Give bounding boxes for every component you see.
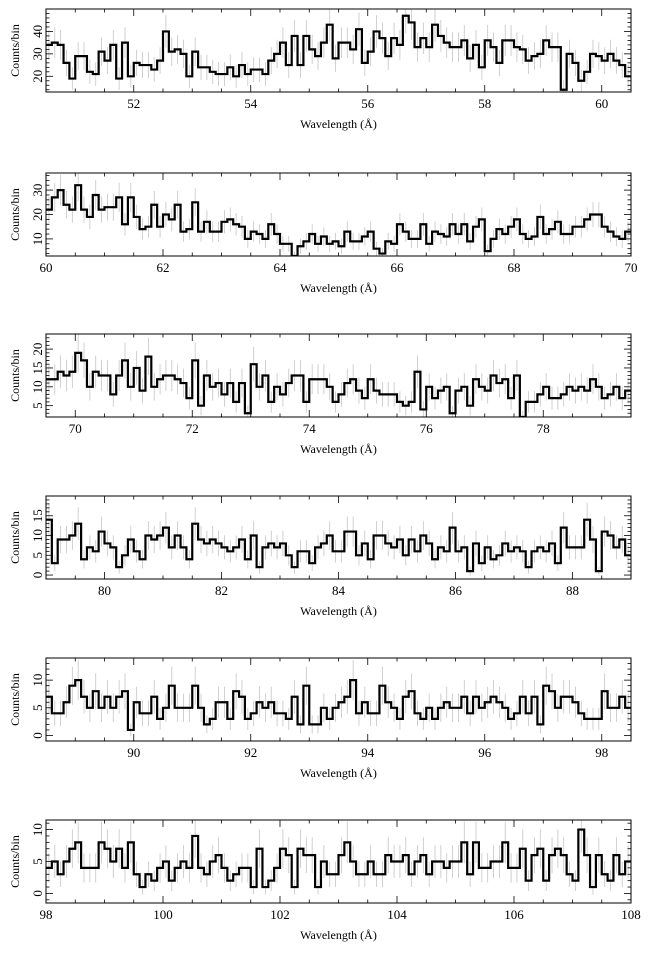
- x-tick-label: 88: [566, 583, 579, 598]
- x-tick-label: 66: [391, 260, 405, 275]
- x-tick-label: 102: [270, 907, 290, 922]
- counts-histogram-trace: [46, 828, 631, 889]
- y-axis-title: Counts/bin: [8, 24, 22, 77]
- y-tick-label: 10: [30, 674, 45, 687]
- y-axis-title: Counts/bin: [8, 349, 22, 402]
- x-ticks: [45, 496, 632, 579]
- y-tick-label: 20: [30, 208, 45, 221]
- y-ticks: [46, 175, 631, 254]
- x-tick-label: 60: [595, 96, 608, 111]
- x-tick-label: 98: [595, 745, 608, 760]
- y-ticks: [46, 657, 631, 742]
- counts-histogram-trace: [46, 679, 631, 732]
- x-axis-title: Wavelength (Å): [300, 928, 377, 942]
- y-tick-label: 10: [30, 232, 45, 245]
- x-tick-label: 96: [478, 745, 492, 760]
- y-tick-label: 5: [30, 705, 45, 712]
- y-tick-label: 20: [30, 343, 45, 356]
- spectrum-panel-1: 52 54 56 58 60 20 30 40 Wavelength (Å) Counts/bin: [8, 8, 632, 131]
- y-axis-title: Counts/bin: [8, 673, 22, 726]
- y-ticks: [46, 333, 631, 418]
- y-tick-label: 5: [30, 552, 45, 559]
- counts-histogram-trace: [46, 351, 631, 417]
- x-tick-label: 98: [40, 907, 53, 922]
- x-tick-label: 62: [157, 260, 170, 275]
- y-ticks: [46, 822, 631, 901]
- y-tick-label: 0: [30, 572, 45, 579]
- x-ticks: [45, 9, 632, 92]
- error-bars: [48, 334, 629, 417]
- x-tick-label: 100: [153, 907, 173, 922]
- y-axis-title: Counts/bin: [8, 188, 22, 241]
- x-tick-label: 78: [537, 421, 550, 436]
- y-tick-label: 0: [30, 732, 45, 739]
- error-bars: [48, 502, 629, 576]
- x-tick-label: 90: [127, 745, 140, 760]
- x-tick-label: 70: [625, 260, 638, 275]
- spectrum-panel-6: 98 100 102 104 106 108 0 5 10 Wavelength (Å) Count…: [8, 819, 641, 942]
- x-tick-label: 64: [274, 260, 288, 275]
- y-tick-label: 30: [30, 47, 45, 60]
- x-tick-label: 106: [504, 907, 524, 922]
- x-ticks: [45, 334, 632, 417]
- x-tick-label: 74: [303, 421, 317, 436]
- spectrum-panel-2: 60 62 64 66 68 70 10 20 30 Wavelength (Å) Counts/b…: [8, 172, 638, 295]
- y-tick-label: 5: [30, 402, 45, 409]
- plot-frame: [45, 495, 632, 580]
- x-tick-label: 84: [332, 583, 346, 598]
- y-ticks: [46, 8, 631, 91]
- y-axis-title: Counts/bin: [8, 835, 22, 888]
- counts-histogram-trace: [46, 184, 631, 256]
- spectrum-panel-3: 70 72 74 76 78 5 10 15 20 Wavelength (Å) Counts/bi…: [8, 333, 632, 456]
- y-ticks: [46, 495, 631, 580]
- x-axis-title: Wavelength (Å): [300, 117, 377, 131]
- x-tick-label: 92: [244, 745, 257, 760]
- x-tick-label: 58: [478, 96, 491, 111]
- counts-histogram-trace: [46, 14, 631, 91]
- x-tick-label: 76: [420, 421, 434, 436]
- x-axis-title: Wavelength (Å): [300, 442, 377, 456]
- y-tick-label: 15: [30, 509, 45, 522]
- x-tick-label: 104: [387, 907, 407, 922]
- x-tick-label: 54: [244, 96, 258, 111]
- y-tick-label: 10: [30, 529, 45, 542]
- x-axis-title: Wavelength (Å): [300, 766, 377, 780]
- x-tick-label: 70: [69, 421, 82, 436]
- x-tick-label: 94: [361, 745, 375, 760]
- spectrum-panel-4: 80 82 84 86 88 0 5 10 15 Wavelength (Å) Counts/bin: [8, 495, 632, 618]
- y-tick-label: 30: [30, 184, 45, 197]
- x-tick-label: 82: [215, 583, 228, 598]
- y-tick-label: 5: [30, 858, 45, 865]
- y-tick-label: 20: [30, 70, 45, 83]
- y-axis-title: Counts/bin: [8, 511, 22, 564]
- y-tick-label: 40: [30, 25, 45, 38]
- x-tick-label: 68: [508, 260, 521, 275]
- x-ticks: [45, 173, 632, 256]
- x-tick-label: 52: [127, 96, 140, 111]
- x-tick-label: 56: [361, 96, 375, 111]
- counts-histogram-trace: [46, 518, 631, 573]
- y-tick-label: 15: [30, 361, 45, 374]
- x-tick-label: 80: [98, 583, 111, 598]
- x-tick-label: 108: [621, 907, 641, 922]
- y-tick-label: 0: [30, 890, 45, 897]
- x-tick-label: 86: [449, 583, 463, 598]
- spectrum-panel-5: 90 92 94 96 98 0 5 10 Wavelength (Å) Counts/bin: [8, 657, 632, 780]
- x-tick-label: 72: [186, 421, 199, 436]
- x-axis-title: Wavelength (Å): [300, 604, 377, 618]
- x-axis-title: Wavelength (Å): [300, 281, 377, 295]
- x-tick-label: 60: [40, 260, 53, 275]
- y-tick-label: 10: [30, 823, 45, 836]
- y-tick-label: 10: [30, 380, 45, 393]
- x-ticks: [45, 658, 632, 741]
